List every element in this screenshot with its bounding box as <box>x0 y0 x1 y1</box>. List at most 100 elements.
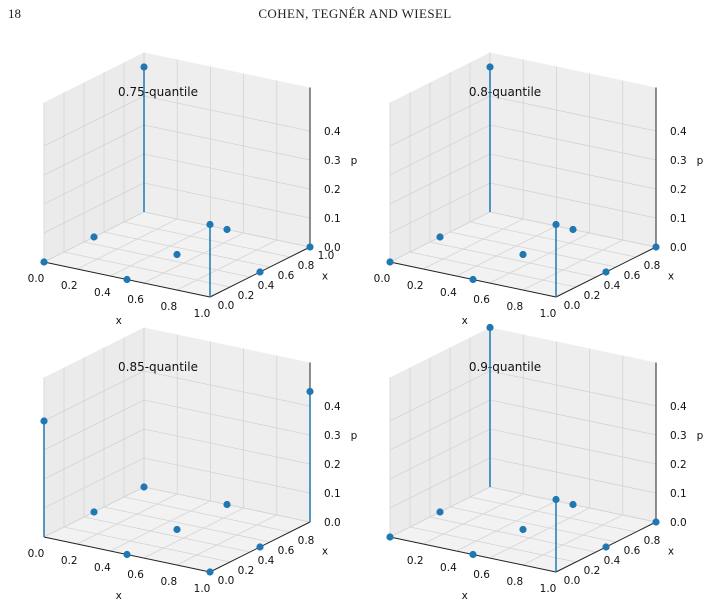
data-point <box>552 220 560 229</box>
z-axis-label: p <box>351 430 358 442</box>
data-point <box>569 225 577 234</box>
grid-line <box>469 496 637 533</box>
x-tick-label: 0.8 <box>506 301 523 313</box>
data-point <box>486 323 494 332</box>
y-tick-label: 0.4 <box>258 280 275 292</box>
data-point <box>306 243 314 251</box>
grid-line <box>409 526 577 563</box>
x-tick-label: 0.8 <box>506 576 523 588</box>
x-tick-label: 0.2 <box>407 555 424 567</box>
data-point <box>469 275 477 284</box>
data-point <box>223 500 231 509</box>
x-tick-label: 0.6 <box>127 294 144 306</box>
z-tick-label: 0.3 <box>324 430 341 442</box>
z-tick-label: 0.2 <box>670 184 687 196</box>
back-pane <box>490 327 656 522</box>
plot-panel-3: 0.00.20.40.60.81.00.00.20.40.60.80.00.10… <box>28 327 358 601</box>
back-pane <box>144 52 310 247</box>
grid-line <box>469 221 637 258</box>
z-tick-label: 0.4 <box>324 401 341 413</box>
z-tick-label: 0.1 <box>670 213 687 225</box>
x-tick-label: 1.0 <box>540 583 557 595</box>
data-point <box>469 550 477 559</box>
data-point <box>223 225 231 234</box>
z-axis-label: p <box>697 155 704 167</box>
y-tick-label: 0.8 <box>644 260 661 272</box>
data-point <box>436 233 444 241</box>
z-tick-label: 0.0 <box>670 517 687 529</box>
plot-panel-1: 0.00.20.40.60.81.00.00.20.40.60.81.00.00… <box>28 52 358 327</box>
x-axis-label: x <box>462 590 468 601</box>
z-tick-label: 0.3 <box>324 155 341 167</box>
x-axis-label: x <box>116 315 122 327</box>
back-pane <box>144 327 310 522</box>
data-point <box>436 508 444 516</box>
data-point <box>602 543 610 551</box>
data-point <box>256 543 264 551</box>
data-point <box>652 518 660 526</box>
y-tick-label: 0.2 <box>584 290 601 302</box>
y-tick-label: 0.2 <box>238 290 255 302</box>
side-pane <box>390 327 490 537</box>
data-point <box>90 233 98 241</box>
y-axis-label: x <box>668 271 674 283</box>
grid-line <box>103 506 271 543</box>
x-tick-label: 0.4 <box>94 287 111 299</box>
plot-title: 0.75-quantile <box>118 85 198 99</box>
x-tick-label: 0.4 <box>94 562 111 574</box>
z-tick-label: 0.4 <box>324 126 341 138</box>
z-tick-label: 0.4 <box>670 126 687 138</box>
data-point <box>486 63 494 71</box>
x-tick-label: 0.6 <box>473 294 490 306</box>
grid-line <box>63 526 231 563</box>
grid-line <box>43 428 311 480</box>
x-tick-label: 0.6 <box>473 569 490 581</box>
grid-line <box>449 506 617 543</box>
running-head: COHEN, TEGNÉR AND WIESEL <box>258 6 452 21</box>
z-tick-label: 0.1 <box>324 488 341 500</box>
x-tick-label: 0.4 <box>440 562 457 574</box>
x-tick-label: 1.0 <box>540 308 557 320</box>
back-pane <box>490 52 656 247</box>
y-tick-label: 1.0 <box>318 250 335 262</box>
z-tick-label: 0.0 <box>324 517 341 529</box>
y-tick-label: 0.2 <box>238 565 255 577</box>
y-axis-label: x <box>668 546 674 558</box>
data-point <box>386 533 394 541</box>
data-point <box>40 258 48 266</box>
y-tick-label: 0.6 <box>278 545 295 557</box>
plot-title: 0.9-quantile <box>469 360 541 374</box>
grid-line <box>409 251 577 288</box>
y-tick-label: 0.4 <box>604 555 621 567</box>
grid-line <box>43 370 311 422</box>
grid-line <box>43 457 311 509</box>
data-point <box>652 243 660 251</box>
data-point <box>90 508 98 516</box>
z-tick-label: 0.0 <box>324 242 341 254</box>
x-tick-label: 1.0 <box>194 308 211 320</box>
z-tick-label: 0.3 <box>670 155 687 167</box>
x-tick-label: 0.2 <box>61 555 78 567</box>
plot-panel-4: 0.20.40.60.81.00.00.20.40.60.80.00.10.20… <box>386 323 704 601</box>
x-tick-label: 0.6 <box>127 569 144 581</box>
y-tick-label: 0.6 <box>278 270 295 282</box>
grid-line <box>123 496 291 533</box>
data-point <box>40 417 48 425</box>
z-axis-label: p <box>351 155 358 167</box>
x-axis-label: x <box>116 590 122 601</box>
grid-line <box>83 516 251 553</box>
x-tick-label: 0.8 <box>160 301 177 313</box>
page-header: 18 COHEN, TEGNÉR AND WIESEL <box>0 0 710 30</box>
z-tick-label: 0.0 <box>670 242 687 254</box>
y-tick-label: 0.0 <box>218 300 235 312</box>
data-point <box>123 550 131 559</box>
y-tick-label: 0.8 <box>298 260 315 272</box>
y-tick-label: 0.2 <box>584 565 601 577</box>
grid-line <box>123 221 291 258</box>
z-tick-label: 0.1 <box>324 213 341 225</box>
data-point <box>552 495 560 504</box>
data-point <box>206 568 214 576</box>
y-axis-label: x <box>322 271 328 283</box>
z-axis-label: p <box>697 430 704 442</box>
